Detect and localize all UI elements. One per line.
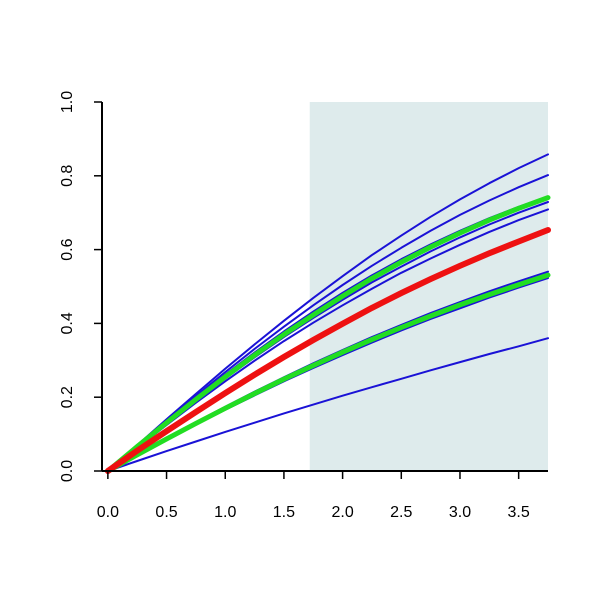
y-tick-label: 0.2 [59, 386, 76, 408]
x-tick-label: 2.0 [331, 504, 353, 521]
series-line-8 [106, 337, 549, 472]
series-line-9 [105, 195, 551, 474]
x-tick-label: 0.5 [155, 504, 177, 521]
x-tick-label: 2.5 [390, 504, 412, 521]
x-tick-label: 3.0 [449, 504, 471, 521]
axes-layer: 0.0 0.5 1.0 1.5 2.0 2.5 3.0 3.5 0.0 0.2 0.4 0.6 0.8 1… [59, 91, 548, 521]
y-tick-label: 0.6 [59, 238, 76, 260]
series-line-1 [106, 153, 549, 472]
y-tick-label: 0.8 [59, 165, 76, 187]
series-line-10 [105, 272, 551, 474]
series-line-11 [104, 227, 551, 474]
x-tick-label: 1.5 [273, 504, 295, 521]
x-tick-label: 3.5 [508, 504, 530, 521]
series-layer [104, 153, 551, 474]
x-tick-label: 1.0 [214, 504, 236, 521]
y-tick-label: 0.0 [59, 460, 76, 482]
y-tick-label: 1.0 [59, 91, 76, 113]
x-tick-label: 0.0 [97, 504, 119, 521]
y-tick-label: 0.4 [59, 312, 76, 334]
